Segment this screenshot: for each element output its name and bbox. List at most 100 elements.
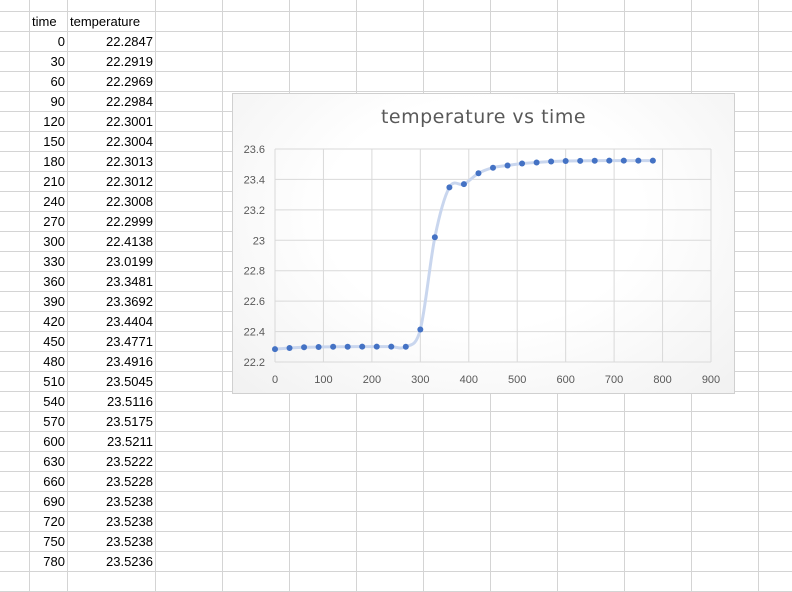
time-cell[interactable]: 450	[43, 334, 65, 349]
time-cell[interactable]: 90	[50, 94, 65, 109]
time-cell[interactable]: 30	[50, 54, 65, 69]
time-cell[interactable]: 120	[43, 114, 65, 129]
x-tick-label: 600	[556, 374, 574, 386]
grid-row-line	[0, 471, 792, 472]
temperature-cell[interactable]: 23.5116	[106, 394, 153, 409]
data-point	[388, 343, 395, 350]
temperature-cell[interactable]: 22.2919	[106, 54, 153, 69]
data-point	[504, 162, 511, 169]
time-cell[interactable]: 630	[43, 454, 65, 469]
data-point	[490, 164, 496, 171]
data-point	[591, 157, 598, 164]
data-point	[272, 346, 278, 353]
temperature-cell[interactable]: 23.5238	[106, 494, 153, 509]
time-cell[interactable]: 210	[43, 174, 65, 189]
temperature-cell[interactable]: 23.5228	[106, 474, 153, 489]
x-tick-label: 500	[508, 374, 526, 386]
data-point	[548, 158, 555, 165]
temperature-cell[interactable]: 22.2847	[106, 34, 153, 49]
time-cell[interactable]: 60	[50, 74, 65, 89]
x-tick-label: 800	[653, 374, 671, 386]
time-cell[interactable]: 420	[43, 314, 65, 329]
time-cell[interactable]: 720	[43, 514, 65, 529]
temperature-cell[interactable]: 23.5045	[106, 374, 153, 389]
y-tick-label: 22.4	[244, 327, 265, 339]
temperature-cell[interactable]: 23.5211	[106, 434, 153, 449]
data-point	[533, 159, 540, 166]
temperature-cell[interactable]: 22.3004	[106, 134, 153, 149]
time-cell[interactable]: 150	[43, 134, 65, 149]
time-cell[interactable]: 600	[43, 434, 65, 449]
temperature-cell[interactable]: 23.5238	[106, 514, 153, 529]
time-cell[interactable]: 300	[43, 234, 65, 249]
data-point	[620, 157, 627, 164]
time-cell[interactable]: 540	[43, 394, 65, 409]
temperature-cell[interactable]: 23.4771	[106, 334, 153, 349]
temperature-cell[interactable]: 22.2999	[106, 214, 153, 229]
y-tick-label: 23.6	[244, 144, 265, 156]
grid-row-line	[0, 71, 792, 72]
x-tick-label: 300	[411, 374, 429, 386]
temperature-cell[interactable]: 23.5222	[106, 454, 153, 469]
time-cell[interactable]: 510	[43, 374, 65, 389]
temperature-cell[interactable]: 23.5236	[106, 554, 153, 569]
scatter-chart[interactable]: temperature vs time 22.2 22.4 22.6 22.8 23 23…	[232, 93, 735, 394]
time-cell[interactable]: 270	[43, 214, 65, 229]
grid-row-line	[0, 91, 792, 92]
time-cell[interactable]: 390	[43, 294, 65, 309]
y-tick-label: 22.8	[244, 266, 265, 278]
time-cell[interactable]: 330	[43, 254, 65, 269]
grid-column-line	[222, 0, 223, 592]
x-tick-label: 200	[363, 374, 381, 386]
data-point	[286, 345, 293, 352]
data-point	[635, 157, 642, 164]
temperature-cell[interactable]: 22.4138	[106, 234, 153, 249]
time-cell[interactable]: 480	[43, 354, 65, 369]
grid-row-line	[0, 571, 792, 572]
time-cell[interactable]: 660	[43, 474, 65, 489]
time-cell[interactable]: 690	[43, 494, 65, 509]
data-point	[373, 343, 380, 350]
time-cell[interactable]: 180	[43, 154, 65, 169]
grid-column-line	[155, 0, 156, 592]
y-tick-label: 22.6	[244, 296, 265, 308]
data-point	[577, 157, 584, 164]
temperature-cell[interactable]: 23.4404	[106, 314, 153, 329]
temperature-cell[interactable]: 23.3692	[106, 294, 153, 309]
grid-row-line	[0, 491, 792, 492]
data-point	[344, 343, 351, 350]
temperature-cell[interactable]: 23.0199	[106, 254, 153, 269]
temperature-cell[interactable]: 23.5238	[106, 534, 153, 549]
temperature-cell[interactable]: 23.5175	[106, 414, 153, 429]
temperature-cell[interactable]: 22.3008	[106, 194, 153, 209]
x-tick-label: 700	[605, 374, 623, 386]
header-cell-temperature[interactable]: temperature	[70, 14, 141, 29]
data-point	[330, 343, 337, 350]
temperature-cell[interactable]: 22.3013	[106, 154, 153, 169]
x-tick-label: 400	[460, 374, 478, 386]
x-tick-label: 100	[314, 374, 332, 386]
header-cell-time[interactable]: time	[32, 14, 57, 29]
temperature-cell[interactable]: 23.3481	[106, 274, 153, 289]
grid-column-line	[758, 0, 759, 592]
temperature-cell[interactable]: 22.2969	[106, 74, 153, 89]
data-point	[301, 344, 308, 351]
grid-row-line	[0, 431, 792, 432]
series-line	[273, 159, 655, 351]
time-cell[interactable]: 360	[43, 274, 65, 289]
grid-column-line	[67, 0, 68, 592]
data-point	[460, 181, 467, 188]
time-cell[interactable]: 750	[43, 534, 65, 549]
temperature-cell[interactable]: 23.4916	[106, 354, 153, 369]
temperature-cell[interactable]: 22.3001	[106, 114, 153, 129]
time-cell[interactable]: 780	[43, 554, 65, 569]
time-cell[interactable]: 0	[57, 34, 65, 49]
data-point	[431, 234, 438, 241]
data-point	[649, 157, 656, 164]
time-cell[interactable]: 240	[43, 194, 65, 209]
grid-row-line	[0, 531, 792, 532]
temperature-cell[interactable]: 22.3012	[106, 174, 153, 189]
grid-row-line	[0, 451, 792, 452]
temperature-cell[interactable]: 22.2984	[106, 94, 153, 109]
time-cell[interactable]: 570	[43, 414, 65, 429]
